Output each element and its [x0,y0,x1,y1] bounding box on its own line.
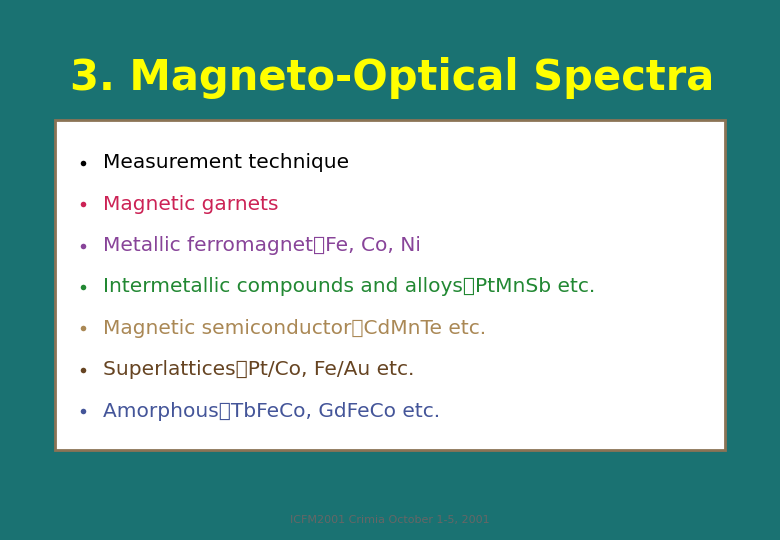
FancyBboxPatch shape [55,120,725,450]
Text: Magnetic garnets: Magnetic garnets [103,194,278,214]
Text: ICFM2001 Crimia October 1-5, 2001: ICFM2001 Crimia October 1-5, 2001 [290,515,490,525]
Text: 3. Magneto-Optical Spectra: 3. Magneto-Optical Spectra [70,57,714,99]
Text: Amorphous：TbFeCo, GdFeCo etc.: Amorphous：TbFeCo, GdFeCo etc. [103,402,440,421]
Text: Metallic ferromagnet：Fe, Co, Ni: Metallic ferromagnet：Fe, Co, Ni [103,236,421,255]
Text: Superlattices：Pt/Co, Fe/Au etc.: Superlattices：Pt/Co, Fe/Au etc. [103,360,414,380]
Text: Magnetic semiconductor：CdMnTe etc.: Magnetic semiconductor：CdMnTe etc. [103,319,486,338]
Text: Measurement technique: Measurement technique [103,153,349,172]
Text: Intermetallic compounds and alloys：PtMnSb etc.: Intermetallic compounds and alloys：PtMnS… [103,278,595,296]
